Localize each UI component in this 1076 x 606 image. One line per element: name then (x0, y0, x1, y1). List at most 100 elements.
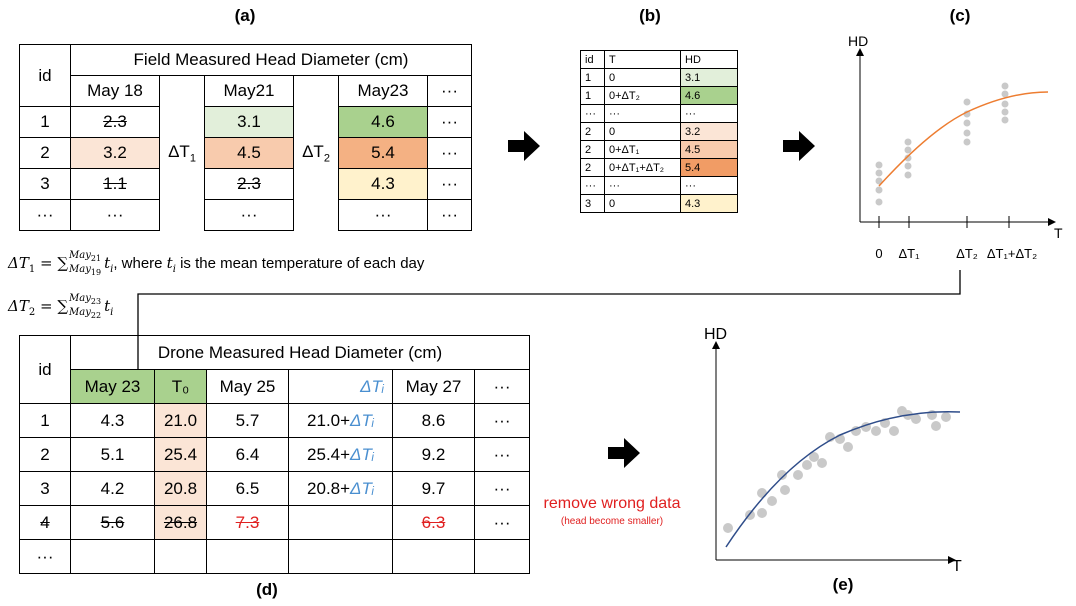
cell: 4.2 (70, 471, 155, 506)
remove-note: remove wrong data (543, 495, 681, 512)
cell: ··· (604, 104, 681, 123)
scatter-dot (793, 470, 803, 480)
row-id: 2 (19, 437, 71, 472)
right-arrow-icon (508, 131, 540, 161)
chart-e: HD T (704, 326, 962, 575)
cell: ··· (604, 176, 681, 195)
date-header: May23 (338, 75, 428, 107)
scatter-dot (889, 426, 899, 436)
cell: 0 (604, 122, 681, 141)
panel-label-e: (e) (832, 575, 854, 594)
cell: 0 (604, 68, 681, 87)
cell-value: 4.5 (204, 137, 294, 169)
table-title: Field Measured Head Diameter (cm) (69, 44, 473, 76)
panel-label-a: (a) (234, 6, 256, 25)
cell-more: ··· (426, 137, 473, 169)
delta-t1-cell: ΔT1 (159, 75, 205, 231)
cell-value: ··· (338, 199, 428, 231)
cell: 21.0+ΔTᵢ (288, 403, 393, 438)
cell-more: ··· (426, 199, 473, 231)
scatter-dot (851, 426, 861, 436)
header-t: T (604, 50, 681, 69)
cell: 20.8 (154, 471, 207, 506)
row-id: 1 (19, 106, 71, 138)
cell: 0+ΔT₂ (604, 86, 681, 105)
cell-value: 4.3 (338, 168, 428, 200)
drone-measurement-table: id Drone Measured Head Diameter (cm) May… (19, 335, 531, 574)
panel-label-d: (d) (256, 580, 278, 599)
cell: ··· (473, 437, 531, 472)
x-axis-label: T (1054, 225, 1063, 241)
row-id: ··· (19, 199, 71, 231)
cell: 2 (580, 158, 605, 177)
panel-label-c: (c) (949, 6, 971, 25)
scatter-dot (904, 138, 912, 146)
cell: ··· (680, 104, 738, 123)
cell (206, 539, 289, 574)
cell: ··· (580, 104, 605, 123)
cell (473, 539, 531, 574)
id-header: id (19, 335, 71, 404)
cell: 20.8+ΔTᵢ (288, 471, 393, 506)
cell (392, 539, 475, 574)
cell: 6.5 (206, 471, 289, 506)
scatter-dot (757, 508, 767, 518)
cell: 0 (604, 194, 681, 213)
cell-value: ··· (204, 199, 294, 231)
row-id: 3 (19, 168, 71, 200)
scatter-dot (875, 186, 883, 194)
row-id: 2 (19, 137, 71, 169)
scatter-dot (817, 458, 827, 468)
row-id: 4 (19, 505, 71, 540)
scatter-dot (723, 523, 733, 533)
scatter-dot (777, 470, 787, 480)
scatter-dot (904, 154, 912, 162)
cell: ··· (473, 471, 531, 506)
scatter-dot (963, 119, 971, 127)
tick-label: ΔT₁ (898, 246, 920, 261)
cell: 26.8 (154, 505, 207, 540)
cell-more: ··· (426, 106, 473, 138)
scatter-dot (809, 452, 819, 462)
cell: 3.2 (680, 122, 738, 141)
table-title: Drone Measured Head Diameter (cm) (69, 335, 531, 370)
scatter-dot (941, 412, 951, 422)
more-header: ··· (426, 75, 473, 107)
scatter-dot (963, 129, 971, 137)
header-id: id (580, 50, 605, 69)
cell: 7.3 (206, 505, 289, 540)
cell: 5.4 (680, 158, 738, 177)
cell: 0+ΔT₁ (604, 140, 681, 159)
date-header: May 25 (206, 369, 289, 404)
cell: 2 (580, 122, 605, 141)
cell: ··· (473, 403, 531, 438)
y-axis-label: HD (848, 33, 868, 49)
cell (70, 539, 155, 574)
scatter-dot (904, 162, 912, 170)
tick-label: 0 (875, 246, 882, 261)
scatter-dot (875, 161, 883, 169)
scatter-dot (843, 442, 853, 452)
cell: 25.4+ΔTᵢ (288, 437, 393, 472)
cell: 9.7 (392, 471, 475, 506)
scatter-dot (875, 177, 883, 185)
cell-value: 5.4 (338, 137, 428, 169)
scatter-dot (931, 421, 941, 431)
cell: 5.1 (70, 437, 155, 472)
cell: 4.6 (680, 86, 738, 105)
cell: 3 (580, 194, 605, 213)
cell (288, 505, 393, 540)
more-header: ··· (473, 369, 531, 404)
cell: 21.0 (154, 403, 207, 438)
cell: 2 (580, 140, 605, 159)
row-id: 1 (19, 403, 71, 438)
formula-delta-t1: ΔT1 = ∑ May21 May19 ti, where ti is the mea… (8, 250, 425, 277)
cell-value: 2.3 (204, 168, 294, 200)
cell: 4.3 (70, 403, 155, 438)
cell-value: ··· (70, 199, 160, 231)
cell: 25.4 (154, 437, 207, 472)
scatter-dot (904, 171, 912, 179)
connector-arrow (132, 270, 961, 380)
row-id: ··· (19, 539, 71, 574)
date-header: May 27 (392, 369, 475, 404)
